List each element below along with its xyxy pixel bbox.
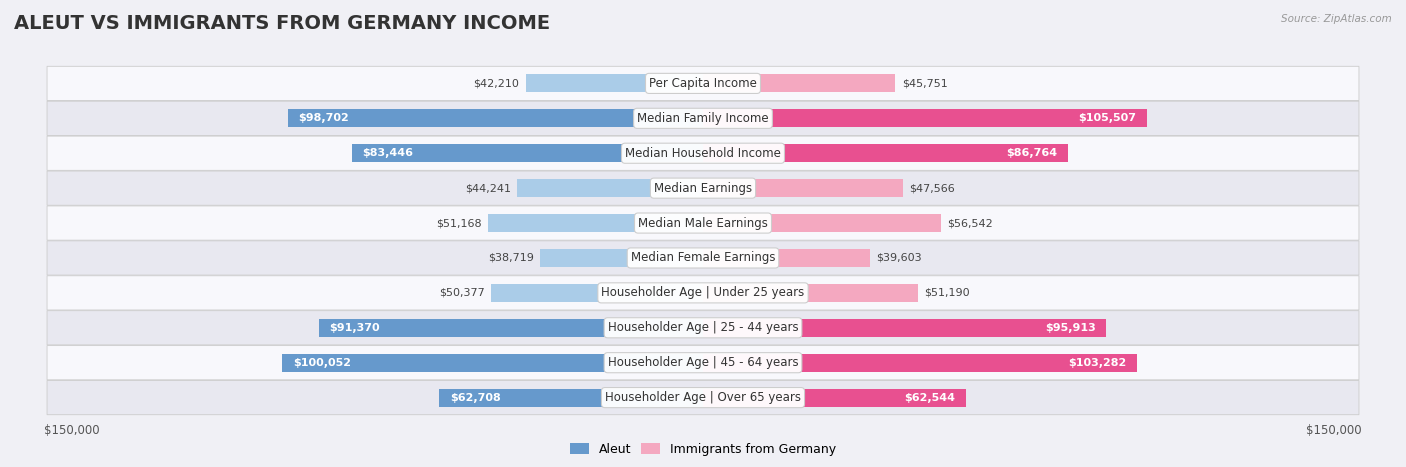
- Text: ALEUT VS IMMIGRANTS FROM GERMANY INCOME: ALEUT VS IMMIGRANTS FROM GERMANY INCOME: [14, 14, 550, 33]
- Text: Householder Age | 45 - 64 years: Householder Age | 45 - 64 years: [607, 356, 799, 369]
- Text: $98,702: $98,702: [298, 113, 349, 123]
- Text: Householder Age | Under 25 years: Householder Age | Under 25 years: [602, 286, 804, 299]
- Text: $38,719: $38,719: [488, 253, 534, 263]
- Text: $42,210: $42,210: [474, 78, 519, 88]
- Text: Median Household Income: Median Household Income: [626, 147, 780, 160]
- Bar: [703, 109, 1147, 127]
- Text: $51,190: $51,190: [925, 288, 970, 298]
- FancyBboxPatch shape: [46, 66, 1360, 100]
- Text: $100,052: $100,052: [292, 358, 352, 368]
- Text: Median Male Earnings: Median Male Earnings: [638, 217, 768, 230]
- Text: Householder Age | 25 - 44 years: Householder Age | 25 - 44 years: [607, 321, 799, 334]
- Bar: [703, 389, 966, 407]
- FancyBboxPatch shape: [46, 346, 1360, 380]
- Text: $91,370: $91,370: [329, 323, 380, 333]
- Bar: [517, 179, 703, 197]
- Bar: [703, 214, 941, 232]
- Bar: [703, 179, 903, 197]
- Text: $44,241: $44,241: [464, 183, 510, 193]
- Bar: [703, 354, 1137, 372]
- Text: $95,913: $95,913: [1045, 323, 1095, 333]
- Bar: [703, 284, 918, 302]
- Text: $47,566: $47,566: [910, 183, 955, 193]
- Bar: [352, 144, 703, 163]
- FancyBboxPatch shape: [46, 241, 1360, 275]
- FancyBboxPatch shape: [46, 206, 1360, 240]
- Bar: [319, 318, 703, 337]
- Text: Median Family Income: Median Family Income: [637, 112, 769, 125]
- Text: Source: ZipAtlas.com: Source: ZipAtlas.com: [1281, 14, 1392, 24]
- Text: $45,751: $45,751: [901, 78, 948, 88]
- Text: Householder Age | Over 65 years: Householder Age | Over 65 years: [605, 391, 801, 404]
- Text: $56,542: $56,542: [948, 218, 993, 228]
- Bar: [491, 284, 703, 302]
- Text: Median Female Earnings: Median Female Earnings: [631, 251, 775, 264]
- FancyBboxPatch shape: [46, 311, 1360, 345]
- Bar: [703, 249, 869, 267]
- FancyBboxPatch shape: [46, 171, 1360, 205]
- Bar: [703, 318, 1107, 337]
- Bar: [283, 354, 703, 372]
- Text: Per Capita Income: Per Capita Income: [650, 77, 756, 90]
- Text: $103,282: $103,282: [1069, 358, 1126, 368]
- Legend: Aleut, Immigrants from Germany: Aleut, Immigrants from Germany: [565, 438, 841, 461]
- FancyBboxPatch shape: [46, 276, 1360, 310]
- FancyBboxPatch shape: [46, 101, 1360, 135]
- Bar: [488, 214, 703, 232]
- Text: $86,764: $86,764: [1007, 148, 1057, 158]
- Bar: [703, 74, 896, 92]
- Text: $39,603: $39,603: [876, 253, 921, 263]
- Text: $51,168: $51,168: [436, 218, 481, 228]
- Bar: [439, 389, 703, 407]
- Bar: [526, 74, 703, 92]
- Text: Median Earnings: Median Earnings: [654, 182, 752, 195]
- Text: $62,544: $62,544: [904, 393, 956, 403]
- Text: $62,708: $62,708: [450, 393, 501, 403]
- Text: $105,507: $105,507: [1078, 113, 1136, 123]
- Text: $83,446: $83,446: [363, 148, 413, 158]
- FancyBboxPatch shape: [46, 136, 1360, 170]
- Bar: [288, 109, 703, 127]
- FancyBboxPatch shape: [46, 381, 1360, 415]
- Bar: [703, 144, 1067, 163]
- Text: $50,377: $50,377: [439, 288, 485, 298]
- Bar: [540, 249, 703, 267]
